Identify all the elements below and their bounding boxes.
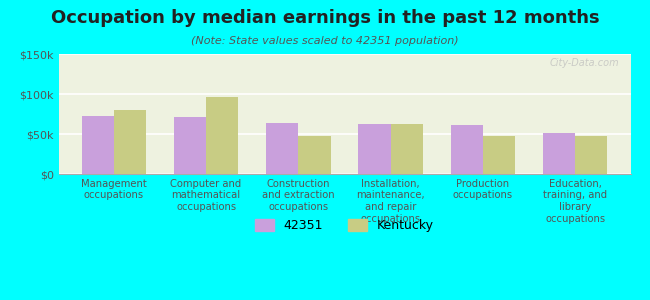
Bar bbox=[543, 133, 575, 174]
Bar bbox=[358, 124, 391, 174]
Bar bbox=[483, 136, 515, 174]
Bar bbox=[575, 136, 608, 174]
Bar bbox=[266, 123, 298, 174]
Bar bbox=[391, 124, 423, 174]
Bar bbox=[298, 136, 331, 174]
Bar bbox=[450, 125, 483, 174]
Bar bbox=[114, 110, 146, 174]
Bar bbox=[81, 116, 114, 174]
Bar bbox=[174, 117, 206, 174]
Text: (Note: State values scaled to 42351 population): (Note: State values scaled to 42351 popu… bbox=[191, 36, 459, 46]
Legend: 42351, Kentucky: 42351, Kentucky bbox=[250, 214, 439, 237]
Text: Occupation by median earnings in the past 12 months: Occupation by median earnings in the pas… bbox=[51, 9, 599, 27]
Bar bbox=[206, 97, 239, 174]
Text: City-Data.com: City-Data.com bbox=[549, 58, 619, 68]
